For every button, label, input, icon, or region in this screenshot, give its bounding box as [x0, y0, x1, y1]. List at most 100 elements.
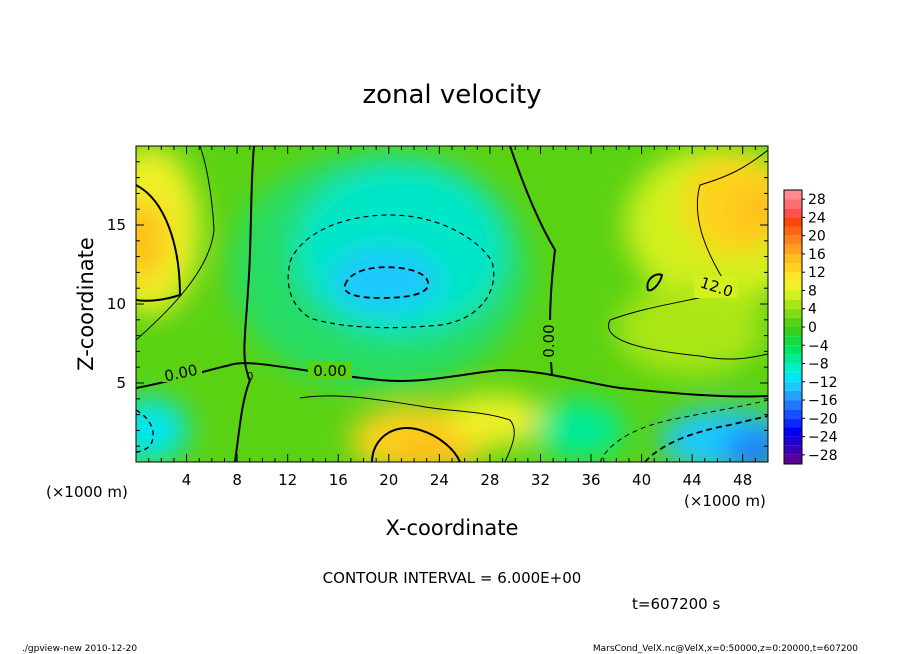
colorbar-cell: [784, 253, 802, 264]
colorbar-cell: [784, 217, 802, 227]
contour-line: [644, 415, 768, 462]
colorbar-cell: [784, 436, 802, 446]
y-axis-ticks: 5 10 15: [107, 161, 768, 447]
colorbar-cell: [784, 372, 802, 382]
field-patch: [734, 188, 768, 236]
colorbar-cell: [784, 299, 802, 309]
chart-title: zonal velocity: [362, 80, 541, 110]
colorbar-label: 4: [808, 302, 817, 318]
colorbar-cell: [784, 363, 802, 373]
contour-zero-line: [234, 146, 255, 462]
colorbar-label: −24: [808, 430, 838, 446]
field-patch: [615, 285, 765, 375]
contour-label: 0: [247, 370, 254, 383]
x-tick-label: 12: [278, 471, 297, 489]
contour-line: [343, 266, 430, 299]
x-tick-label: 48: [733, 471, 752, 489]
y-axis-title: Z-coordinate: [74, 237, 98, 371]
contour-zero-line: [371, 427, 461, 462]
x-tick-label: 8: [232, 471, 242, 489]
x-tick-label: 32: [531, 471, 550, 489]
field-patch: [683, 155, 768, 255]
field-patch: [136, 200, 166, 280]
colorbar-cell: [784, 427, 802, 437]
colorbar-cell: [784, 263, 802, 273]
contour-labels: 0.00 0.00 0.00 12.0 0: [162, 274, 738, 385]
colorbar-label: 12: [808, 265, 826, 281]
contour-zero-line: [136, 362, 768, 398]
contour-zero-line: [136, 184, 182, 302]
colorbar-cell: [784, 336, 802, 346]
colorbar-cell: [784, 317, 802, 327]
field-patch: [390, 430, 470, 462]
colorbar-cell: [784, 327, 802, 337]
colorbar-label: −16: [808, 393, 838, 409]
colorbar-cell: [784, 190, 802, 200]
colorbar-label: −8: [808, 357, 829, 373]
contour-line: [136, 146, 215, 341]
x-unit-right: (×1000 m): [684, 492, 766, 510]
contour-line: [287, 214, 495, 329]
contour-label: 0.00: [313, 362, 346, 380]
x-tick-label: 36: [581, 471, 600, 489]
colorbar-cell: [784, 235, 802, 245]
colorbar-label: 16: [808, 247, 826, 263]
contour-line: [299, 395, 515, 462]
contour-zero-line: [646, 273, 664, 292]
x-tick-label: 16: [329, 471, 348, 489]
y-tick-label: 5: [116, 374, 126, 392]
colorbar-cell: [784, 290, 802, 300]
x-axis-ticks: 4 8 12 16 20 24 28 32 36 40 44 48: [148, 146, 756, 489]
colorbar-label: 8: [808, 283, 817, 299]
colorbar-cell: [784, 418, 802, 428]
colorbar: 28 24 20 16 12 8 4 0 −4 −8 −12 −16 −20 −24 −28: [783, 189, 838, 465]
contour-line: [599, 399, 768, 462]
colorbar-cell: [784, 281, 802, 291]
colorbar-label: 24: [808, 210, 826, 226]
contour-label: 0.00: [540, 324, 558, 357]
x-tick-label: 24: [430, 471, 449, 489]
field-patch: [136, 398, 188, 462]
contour-line: [608, 149, 768, 360]
colorbar-cell: [784, 454, 802, 464]
field-patch: [445, 394, 545, 446]
x-unit-left: (×1000 m): [46, 483, 128, 501]
footer-left: ./gpview-new 2010-12-20: [22, 644, 137, 654]
contour-interval: CONTOUR INTERVAL = 6.000E+00: [323, 569, 582, 587]
x-tick-label: 40: [632, 471, 651, 489]
field-patch: [330, 248, 440, 312]
colorbar-label: 28: [808, 192, 826, 208]
colorbar-label: −20: [808, 411, 838, 427]
colorbar-label: 20: [808, 229, 826, 245]
field-patch: [535, 400, 625, 460]
colorbar-cell: [784, 208, 802, 218]
colorbar-cell: [784, 226, 802, 236]
field-patch: [725, 428, 768, 462]
colorbar-cell: [784, 272, 802, 282]
colorbar-label: 0: [808, 320, 817, 336]
y-tick-label: 15: [107, 216, 126, 234]
contour-line: [136, 409, 154, 453]
time-label: t=607200 s: [632, 595, 720, 613]
colorbar-cell: [784, 308, 802, 318]
colorbar-cell: [784, 390, 802, 401]
x-tick-label: 4: [182, 471, 192, 489]
x-axis-title: X-coordinate: [386, 516, 519, 540]
colorbar-cell: [784, 199, 802, 209]
colorbar-cell: [784, 354, 802, 364]
colorbar-cell: [784, 400, 802, 410]
colorbar-cell: [784, 345, 802, 355]
colorbar-label: −28: [808, 448, 838, 464]
footer-right: MarsCond_VelX.nc@VelX,x=0:50000,z=0:2000…: [593, 644, 858, 654]
colorbar-label: −12: [808, 375, 838, 391]
x-tick-label: 20: [379, 471, 398, 489]
colorbar-cell: [784, 445, 802, 455]
x-tick-label: 28: [480, 471, 499, 489]
colorbar-cell: [784, 409, 802, 419]
plot-area: 0.00 0.00 0.00 12.0 0: [136, 146, 768, 462]
x-tick-label: 44: [683, 471, 702, 489]
y-tick-label: 10: [107, 295, 126, 313]
colorbar-cell: [784, 244, 802, 254]
colorbar-label: −4: [808, 338, 829, 354]
